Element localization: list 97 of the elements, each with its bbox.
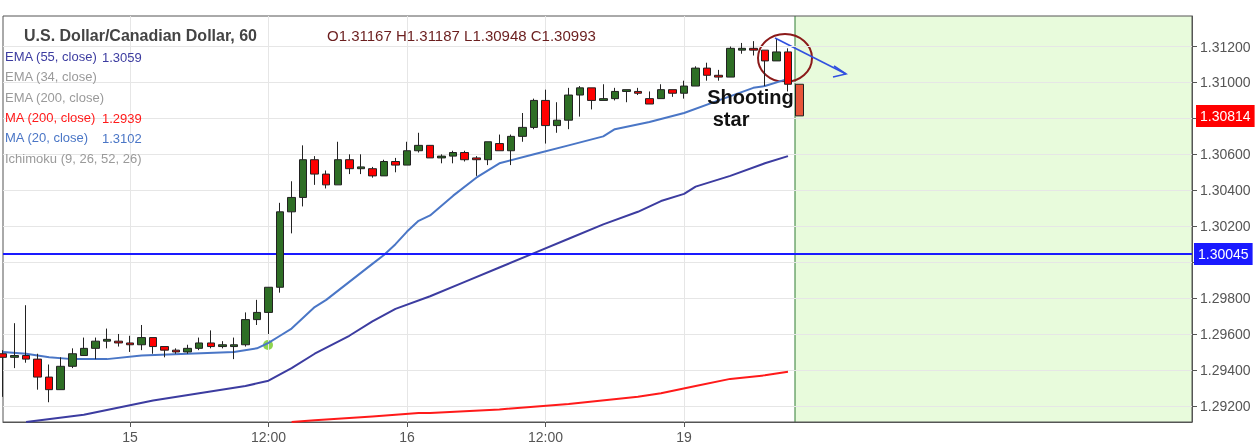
candlestick <box>368 166 377 179</box>
candlestick <box>437 153 446 164</box>
candlestick <box>541 89 550 145</box>
candlestick <box>703 62 711 82</box>
y-tick-label: 1.30600 <box>1200 146 1251 163</box>
candlestick <box>657 83 665 100</box>
candlestick <box>507 134 515 166</box>
candlestick <box>345 153 354 175</box>
candlestick <box>195 337 203 351</box>
candlestick <box>114 333 123 348</box>
candlestick <box>45 364 53 403</box>
candlestick <box>714 69 723 82</box>
legend-label: Ichimoku (9, 26, 52, 26) <box>5 150 142 166</box>
x-tick-label: 12:00 <box>250 429 287 445</box>
candlestick <box>449 150 457 164</box>
candlestick <box>634 87 642 96</box>
y-tick-label: 1.29800 <box>1200 290 1251 307</box>
y-tick-label: 1.31200 <box>1200 38 1251 55</box>
candlestick <box>10 322 19 369</box>
candlestick <box>553 101 561 134</box>
line-series <box>290 370 789 423</box>
candlestick <box>149 337 157 355</box>
y-tick-label: 1.30200 <box>1200 218 1251 235</box>
candlestick <box>795 83 804 117</box>
candlestick <box>287 180 296 234</box>
annotation: 1.3059 <box>102 50 142 65</box>
y-tick-label: 1.29600 <box>1200 325 1251 342</box>
candlestick <box>472 155 481 177</box>
candlestick <box>738 42 746 55</box>
legend-label: EMA (34, close) <box>5 69 97 85</box>
text: 1.30814 <box>1200 107 1251 124</box>
candlestick <box>91 337 100 360</box>
candlestick <box>484 141 492 166</box>
candlestick <box>230 337 238 360</box>
candlestick <box>726 46 735 78</box>
candlestick <box>645 90 654 105</box>
candlestick <box>599 83 608 101</box>
candlestick <box>611 87 619 101</box>
candlestick <box>749 40 758 57</box>
candlestick <box>207 329 215 349</box>
candlestick <box>103 328 111 349</box>
candlestick <box>668 89 677 98</box>
x-tick-label: 12:00 <box>528 429 564 445</box>
legend-label: EMA (200, close) <box>5 89 104 105</box>
x-tick-label: 16 <box>399 429 416 445</box>
candlestick <box>253 299 261 326</box>
candlestick <box>56 356 65 391</box>
candlestick <box>126 335 134 353</box>
candlestick <box>576 85 584 118</box>
candlestick <box>403 141 411 166</box>
annotation: 1.2939 <box>102 110 142 126</box>
candlestick <box>357 153 365 175</box>
text: U.S. Dollar/Canadian Dollar, 60 <box>24 26 258 44</box>
candlestick <box>391 157 400 173</box>
candlestick <box>334 141 342 186</box>
candlestick <box>426 144 434 159</box>
candlestick <box>241 311 250 348</box>
candlestick <box>183 344 192 355</box>
candlestick <box>68 347 77 369</box>
candlestick <box>160 346 169 358</box>
candlestick <box>0 349 7 398</box>
y-tick-label: 1.29400 <box>1200 361 1251 378</box>
y-tick-label: 1.31000 <box>1200 74 1251 91</box>
candlestick <box>172 347 180 355</box>
candlestick <box>22 304 30 364</box>
x-tick-label: 15 <box>122 429 138 445</box>
candlestick <box>33 353 42 391</box>
x-tick-label: 19 <box>676 429 693 445</box>
text: EMA (55, close) <box>5 49 97 64</box>
candlestick <box>414 132 423 154</box>
candlestick <box>495 134 504 152</box>
annotation: 1.3102 <box>102 131 142 147</box>
candlestick <box>518 112 527 143</box>
candlestick <box>80 337 88 357</box>
candlestick <box>772 38 781 62</box>
candlestick <box>310 155 319 186</box>
candlestick <box>276 202 284 294</box>
y-tick-label: 1.29200 <box>1200 397 1251 414</box>
candlestick <box>564 87 573 130</box>
y-tick-label: 1.30400 <box>1200 182 1251 199</box>
text: O1.31167 H1.31187 L1.30948 C1.30993 <box>327 27 596 44</box>
candlestick <box>299 144 307 207</box>
candlestick <box>264 286 273 335</box>
candlestick <box>380 159 388 177</box>
candlestick <box>761 49 769 87</box>
candlestick <box>322 170 330 189</box>
candlestick <box>680 80 688 100</box>
ref-line-label: 1.30045 <box>1198 246 1249 263</box>
candlestick <box>587 87 596 110</box>
candlestick <box>460 150 469 163</box>
text: MA (200, close) <box>5 109 96 125</box>
candlestick <box>622 89 631 103</box>
text: MA (20, close) <box>5 130 89 146</box>
candlestick <box>218 340 227 349</box>
candlestick <box>691 65 700 87</box>
candlestick <box>530 98 538 130</box>
candlestick <box>137 324 146 351</box>
